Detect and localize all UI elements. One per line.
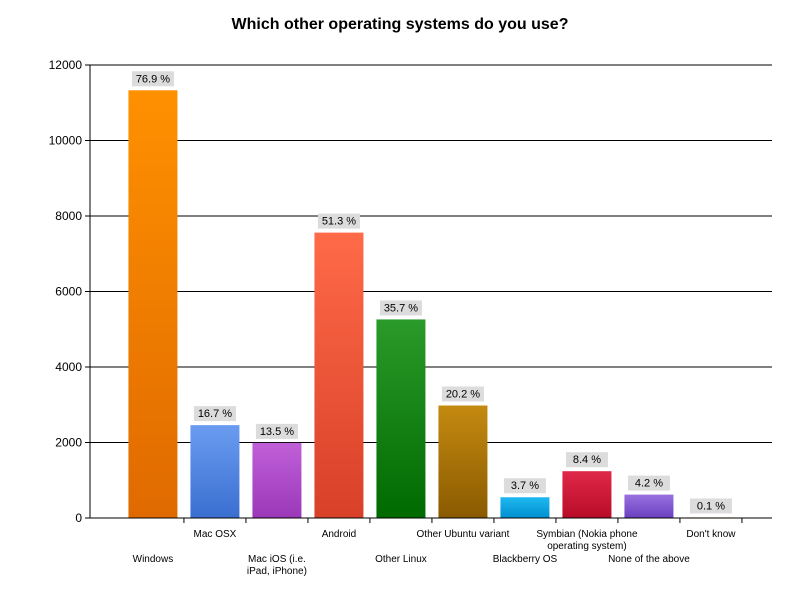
y-tick-label: 12000 [49, 58, 83, 72]
x-category-label: Android [322, 529, 356, 540]
data-label: 76.9 % [136, 73, 170, 85]
bar-3 [314, 232, 364, 519]
bar-1 [190, 425, 240, 518]
data-label: 13.5 % [260, 426, 294, 438]
y-tick-label: 6000 [55, 285, 82, 299]
data-label-box [131, 71, 174, 87]
x-category-label: Don't know [686, 529, 736, 540]
data-label: 35.7 % [384, 302, 418, 314]
x-category-label: Mac OSX [194, 529, 237, 540]
bar-6 [500, 497, 550, 518]
data-label-box [627, 475, 670, 491]
data-label-box [565, 452, 608, 468]
data-label: 20.2 % [446, 389, 480, 401]
x-category-label: operating system) [547, 541, 626, 552]
data-label: 3.7 % [511, 480, 539, 492]
y-tick-label: 10000 [49, 134, 83, 148]
bar-8 [624, 494, 674, 518]
x-category-label: Mac iOS (i.e. [248, 554, 306, 565]
data-label: 8.4 % [573, 454, 601, 466]
data-label-box [379, 300, 422, 316]
y-tick-label: 4000 [55, 360, 82, 374]
bar-5 [438, 405, 488, 518]
x-category-label: Windows [133, 554, 174, 565]
y-tick-label: 2000 [55, 436, 82, 450]
bar-7 [562, 471, 612, 518]
data-label-box [193, 406, 236, 422]
bar-2 [252, 442, 302, 518]
data-label: 51.3 % [322, 216, 356, 228]
data-label-box [689, 498, 732, 514]
data-label-box [503, 478, 546, 494]
bar-0 [128, 90, 178, 518]
data-label: 16.7 % [198, 408, 232, 420]
chart-title: Which other operating systems do you use… [231, 16, 569, 33]
x-category-label: Blackberry OS [493, 554, 558, 565]
data-label: 4.2 % [635, 478, 663, 490]
x-category-label: Other Ubuntu variant [417, 529, 510, 540]
x-category-label: Symbian (Nokia phone [536, 529, 638, 540]
data-label-box [317, 213, 360, 229]
data-label-box [255, 423, 298, 439]
y-tick-label: 0 [75, 511, 82, 525]
x-category-label: None of the above [608, 554, 690, 565]
y-tick-label: 8000 [55, 209, 82, 223]
data-label-box [441, 386, 484, 402]
x-category-label: Other Linux [375, 554, 427, 565]
bar-4 [376, 319, 426, 518]
x-category-label: iPad, iPhone) [247, 566, 307, 577]
data-label: 0.1 % [697, 500, 725, 512]
